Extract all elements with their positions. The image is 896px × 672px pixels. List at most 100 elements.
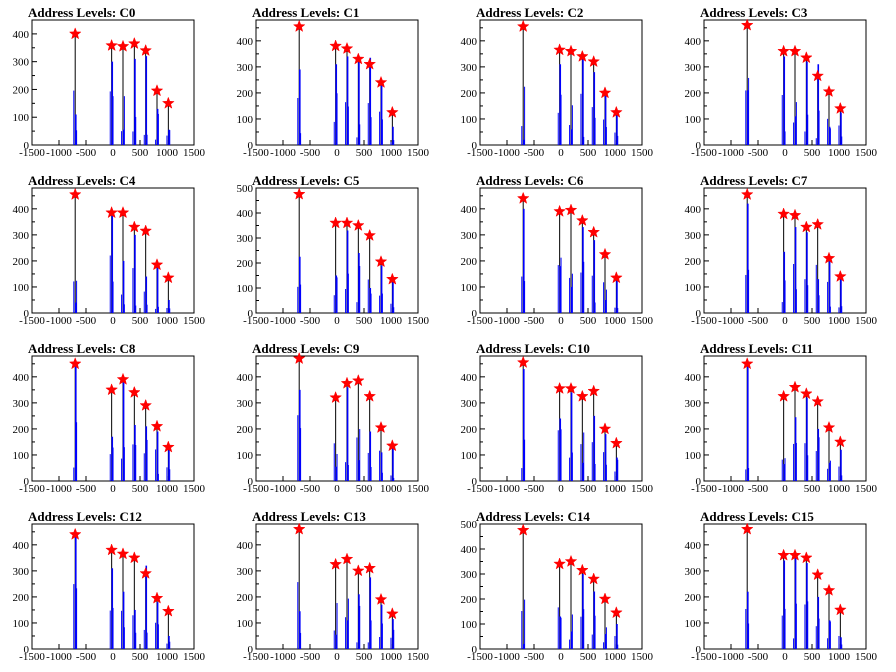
y-tick-label: 100 xyxy=(237,450,254,462)
x-tick-label: 0 xyxy=(334,315,340,327)
chart-title: Address Levels: C10 xyxy=(476,341,590,356)
y-tick-label: 100 xyxy=(685,282,702,294)
peak-marker-star xyxy=(799,387,813,400)
peak-marker-star xyxy=(139,224,153,237)
y-tick-label: 300 xyxy=(461,398,478,410)
x-tick-label: -1000 xyxy=(494,483,520,495)
y-tick-label: 300 xyxy=(461,569,478,581)
x-tick-label: -1500 xyxy=(691,483,717,495)
x-tick-label: 1500 xyxy=(407,483,430,495)
x-tick-label: 500 xyxy=(132,483,149,495)
y-tick-label: 200 xyxy=(13,256,30,268)
x-tick-label: 0 xyxy=(558,651,564,663)
x-tick-label: 0 xyxy=(334,147,340,159)
x-tick-label: -1000 xyxy=(46,147,72,159)
y-tick-label: 200 xyxy=(237,88,254,100)
x-tick-label: 0 xyxy=(558,483,564,495)
histogram-panel-11: Address Levels: C11 0 100 200 300 400 -1500 -10… xyxy=(685,341,878,495)
x-tick-label: -1500 xyxy=(19,483,45,495)
peak-marker-star xyxy=(68,357,82,370)
peak-marker-star xyxy=(385,272,399,285)
peak-marker-star xyxy=(150,591,164,604)
peak-marker-star xyxy=(329,39,343,52)
peak-marker-star xyxy=(292,351,306,365)
x-tick-label: -500 xyxy=(524,483,545,495)
peak-marker-star xyxy=(150,258,164,271)
chart-title: Address Levels: C1 xyxy=(252,5,359,20)
histogram-panel-14: Address Levels: C14 0 100 200 300 400 500 -1500… xyxy=(461,509,654,663)
peak-marker-star xyxy=(139,566,153,579)
x-tick-label: 1500 xyxy=(631,651,654,663)
x-tick-label: -500 xyxy=(300,483,321,495)
peak-marker-star xyxy=(516,19,530,32)
peak-marker-star xyxy=(788,208,802,221)
peak-marker-star xyxy=(811,69,825,82)
y-tick-label: 400 xyxy=(237,540,254,552)
y-tick-label: 100 xyxy=(237,618,254,630)
y-tick-label: 100 xyxy=(685,450,702,462)
peak-marker-star xyxy=(833,603,847,616)
peak-marker-star xyxy=(127,36,141,50)
peak-marker-star xyxy=(587,54,601,68)
peak-marker-star xyxy=(374,255,388,268)
histogram-panel-4: Address Levels: C4 0 100 200 300 400 -1500 -100… xyxy=(13,173,206,327)
y-tick-label: 300 xyxy=(685,398,702,410)
peak-marker-star xyxy=(105,543,119,556)
x-tick-label: -1500 xyxy=(691,315,717,327)
x-tick-label: 1500 xyxy=(855,147,878,159)
x-tick-label: -1000 xyxy=(46,483,72,495)
y-tick-label: 100 xyxy=(237,283,254,295)
peak-marker-star xyxy=(799,220,813,233)
peak-marker-star xyxy=(385,439,399,452)
peak-marker-star xyxy=(68,27,82,40)
y-tick-label: 300 xyxy=(237,398,254,410)
peak-marker-star xyxy=(127,220,141,233)
peak-marker-star xyxy=(598,422,612,435)
histogram-panel-12: Address Levels: C12 0 100 200 300 400 -1500 -10… xyxy=(13,509,206,663)
y-tick-label: 500 xyxy=(461,519,478,531)
x-tick-label: -1000 xyxy=(270,651,296,663)
peak-marker-star xyxy=(363,228,377,242)
peak-marker-star xyxy=(822,251,836,264)
x-tick-label: 500 xyxy=(804,147,821,159)
x-tick-label: 500 xyxy=(132,147,149,159)
x-tick-label: 1500 xyxy=(407,147,430,159)
x-tick-label: 500 xyxy=(132,315,149,327)
peak-marker-star xyxy=(788,44,802,57)
x-tick-label: -500 xyxy=(300,651,321,663)
peak-marker-star xyxy=(139,43,153,56)
x-tick-label: 500 xyxy=(356,315,373,327)
x-tick-label: 1000 xyxy=(604,315,627,327)
y-tick-label: 400 xyxy=(461,36,478,48)
x-tick-label: 0 xyxy=(782,147,788,159)
y-tick-label: 200 xyxy=(685,256,702,268)
x-tick-label: -1500 xyxy=(243,147,269,159)
y-tick-label: 100 xyxy=(13,112,30,124)
chart-title: Address Levels: C12 xyxy=(28,509,142,524)
y-tick-label: 200 xyxy=(685,592,702,604)
x-tick-label: -500 xyxy=(748,483,769,495)
y-tick-label: 400 xyxy=(237,208,254,220)
peak-marker-star xyxy=(329,557,343,570)
chart-title: Address Levels: C14 xyxy=(476,509,590,524)
y-tick-label: 100 xyxy=(13,282,30,294)
x-tick-label: -500 xyxy=(524,651,545,663)
y-tick-label: 400 xyxy=(461,544,478,556)
chart-title: Address Levels: C3 xyxy=(700,5,808,20)
y-tick-label: 400 xyxy=(237,36,254,48)
x-tick-label: -1500 xyxy=(19,315,45,327)
histogram-panel-7: Address Levels: C7 0 100 200 300 400 -1500 -100… xyxy=(685,173,878,327)
histogram-panel-0: Address Levels: C0 0 100 200 300 400 -1500 -100… xyxy=(13,5,206,159)
x-tick-label: 1000 xyxy=(156,651,179,663)
peak-marker-star xyxy=(740,522,754,535)
peak-marker-star xyxy=(553,204,567,217)
x-tick-label: 1000 xyxy=(828,483,851,495)
x-tick-label: 0 xyxy=(334,651,340,663)
peak-marker-star xyxy=(127,385,141,398)
x-tick-label: -500 xyxy=(76,147,97,159)
peak-marker-star xyxy=(161,604,175,617)
peak-marker-star xyxy=(340,376,354,389)
peak-marker-star xyxy=(292,19,306,32)
x-tick-label: 0 xyxy=(782,651,788,663)
peak-marker-star xyxy=(161,271,175,284)
